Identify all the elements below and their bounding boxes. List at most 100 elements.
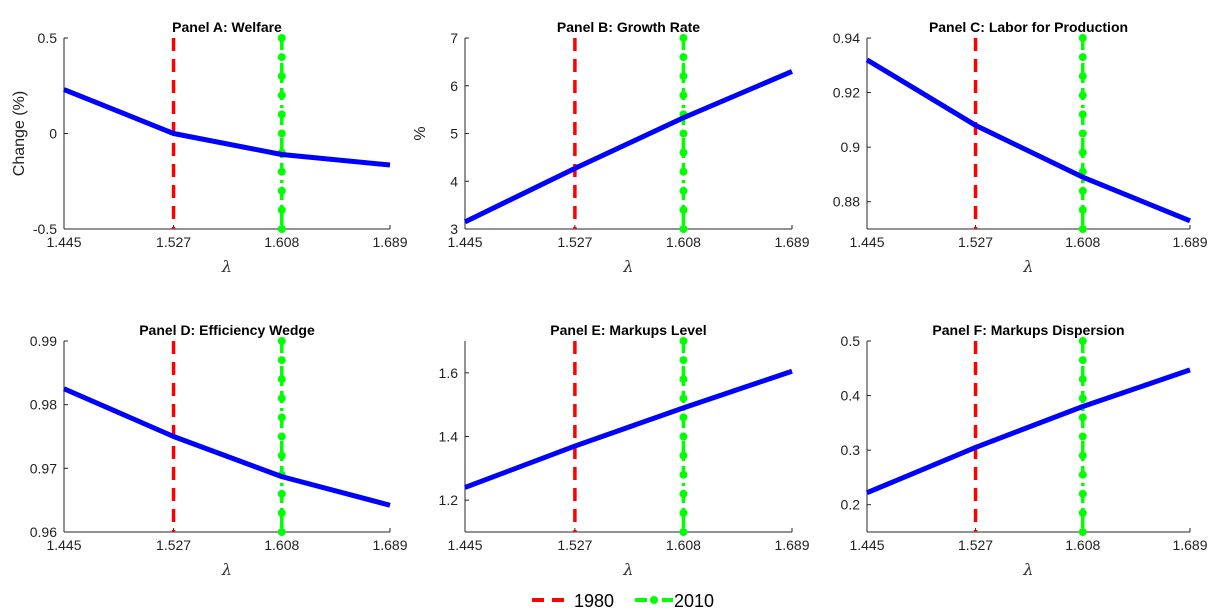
x-tick-label: 1.527 (557, 537, 592, 553)
x-tick-label: 1.527 (958, 537, 993, 553)
x-tick-label: 1.445 (447, 537, 482, 553)
y-tick-label: -0.5 (33, 221, 57, 237)
vline-2010-marker (679, 470, 688, 479)
panel-a: 1.445 1.527 1.608 1.689 -0.5 0 0.5 Panel A: Wel… (11, 19, 408, 276)
vline-2010-marker (1078, 34, 1087, 42)
x-tick-label: 1.445 (849, 537, 884, 553)
vline-2010-marker (1078, 129, 1087, 138)
vline-2010-marker (679, 413, 688, 422)
x-tick-label: 1.689 (372, 537, 407, 553)
vline-2010-marker (679, 451, 688, 460)
x-tick-label: 1.608 (264, 234, 299, 250)
panel-f: 1.445 1.527 1.608 1.689 0.2 0.3 0.4 0.5 Panel F:… (841, 322, 1208, 579)
y-tick-label: 0.97 (30, 460, 57, 476)
x-tick-label: 1.689 (1172, 537, 1207, 553)
vline-2010-marker (679, 375, 688, 384)
vline-2010-marker (679, 53, 688, 62)
x-tick-label: 1.445 (46, 537, 81, 553)
vline-2010-marker (277, 53, 286, 62)
vline-2010-marker (1078, 470, 1087, 479)
x-tick-label: 1.608 (1065, 234, 1100, 250)
vline-2010-marker (679, 337, 688, 345)
vline-2010-marker (679, 34, 688, 42)
y-tick-label: 0 (49, 126, 57, 142)
panel-title: Panel B: Growth Rate (557, 19, 700, 35)
y-tick-label: 0.99 (30, 333, 57, 349)
y-tick-label: 0.92 (833, 85, 860, 101)
x-tick-label: 1.527 (156, 537, 191, 553)
vline-2010-marker (679, 167, 688, 176)
x-tick-label: 1.608 (666, 537, 701, 553)
vline-2010-marker (1078, 394, 1087, 403)
vline-2010-marker (277, 356, 286, 365)
y-tick-label: 0.5 (841, 333, 861, 349)
y-tick-label: 0.96 (30, 524, 57, 540)
x-tick-label: 1.527 (958, 234, 993, 250)
vline-2010-marker (277, 451, 286, 460)
vline-2010-marker (277, 489, 286, 498)
vline-2010-marker (679, 148, 688, 157)
vline-2010-marker (1078, 91, 1087, 100)
vline-2010-marker (277, 225, 286, 233)
panel-title: Panel F: Markups Dispersion (932, 322, 1124, 338)
vline-2010-marker (679, 91, 688, 100)
x-tick-label: 1.527 (557, 234, 592, 250)
y-tick-label: 5 (450, 126, 458, 142)
y-axis-label: % (412, 126, 429, 140)
y-tick-label: 0.94 (833, 30, 860, 46)
legend-2010-marker (650, 596, 658, 604)
x-axis-label: λ (1022, 257, 1033, 276)
vline-2010-marker (1078, 53, 1087, 62)
vline-2010-marker (679, 186, 688, 195)
vline-2010-marker (1078, 337, 1087, 345)
vline-2010-marker (277, 394, 286, 403)
vline-2010-marker (277, 375, 286, 384)
y-tick-label: 0.4 (841, 388, 861, 404)
vline-2010-marker (679, 72, 688, 81)
x-tick-label: 1.689 (774, 537, 809, 553)
vline-2010-marker (277, 413, 286, 422)
y-axis-label: Change (%) (11, 91, 28, 176)
panel-title: Panel A: Welfare (172, 19, 282, 35)
vline-2010-marker (277, 91, 286, 100)
vline-2010-marker (1078, 451, 1087, 460)
panel-e: 1.445 1.527 1.608 1.689 1.2 1.4 1.6 Panel E: Ma… (439, 322, 810, 579)
x-axis-label: λ (622, 560, 633, 579)
y-tick-label: 6 (450, 78, 458, 94)
y-tick-label: 0.9 (841, 139, 861, 155)
y-tick-label: 0.98 (30, 397, 57, 413)
vline-2010-marker (277, 528, 286, 536)
panel-title: Panel E: Markups Level (550, 322, 706, 338)
panel-d: 1.445 1.527 1.608 1.689 0.96 0.97 0.98 0.99 Pane… (30, 322, 408, 579)
vline-2010-marker (1078, 186, 1087, 195)
vline-2010-marker (277, 508, 286, 517)
panel-b: 1.445 1.527 1.608 1.689 3 4 5 6 7 Panel B: Growth… (412, 19, 810, 276)
vline-2010-marker (679, 394, 688, 403)
y-tick-label: 1.2 (439, 492, 459, 508)
y-tick-label: 0.5 (38, 30, 58, 46)
x-tick-label: 1.689 (372, 234, 407, 250)
series-line (464, 368, 793, 490)
vline-2010-marker (277, 34, 286, 42)
vline-2010-marker (277, 72, 286, 81)
x-tick-label: 1.608 (1065, 537, 1100, 553)
vline-2010-marker (679, 489, 688, 498)
x-tick-label: 1.608 (264, 537, 299, 553)
x-tick-label: 1.689 (1172, 234, 1207, 250)
vline-2010-marker (679, 508, 688, 517)
vline-2010-marker (1078, 110, 1087, 119)
vline-2010-marker (277, 129, 286, 138)
x-axis-label: λ (221, 560, 232, 579)
y-tick-label: 0.88 (833, 194, 860, 210)
panel-c: 1.445 1.527 1.608 1.689 0.88 0.9 0.92 0.94 Panel… (833, 19, 1208, 276)
y-tick-label: 0.2 (841, 497, 861, 513)
vline-2010-marker (1078, 508, 1087, 517)
vline-2010-marker (1078, 225, 1087, 233)
x-tick-label: 1.445 (447, 234, 482, 250)
x-tick-label: 1.689 (774, 234, 809, 250)
vline-2010-marker (1078, 356, 1087, 365)
vline-2010-marker (277, 186, 286, 195)
vline-2010-marker (1078, 375, 1087, 384)
x-tick-label: 1.608 (666, 234, 701, 250)
vline-2010-marker (679, 205, 688, 214)
